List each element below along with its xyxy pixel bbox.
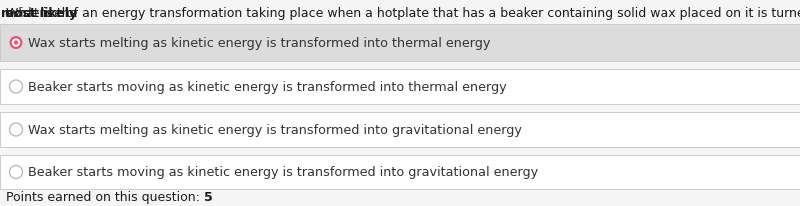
Text: What is the: What is the xyxy=(6,7,82,20)
Text: 5: 5 xyxy=(204,191,213,204)
Text: Wax starts melting as kinetic energy is transformed into gravitational energy: Wax starts melting as kinetic energy is … xyxy=(28,123,522,136)
FancyBboxPatch shape xyxy=(0,155,800,189)
FancyBboxPatch shape xyxy=(0,112,800,147)
Text: Beaker starts moving as kinetic energy is transformed into gravitational energy: Beaker starts moving as kinetic energy i… xyxy=(28,166,538,179)
Text: Points earned on this question:: Points earned on this question: xyxy=(6,191,204,204)
FancyBboxPatch shape xyxy=(0,70,800,104)
Text: Beaker starts moving as kinetic energy is transformed into thermal energy: Beaker starts moving as kinetic energy i… xyxy=(28,81,506,94)
Circle shape xyxy=(10,81,22,94)
Circle shape xyxy=(12,39,20,47)
Circle shape xyxy=(10,166,22,179)
Text: Wax starts melting as kinetic energy is transformed into thermal energy: Wax starts melting as kinetic energy is … xyxy=(28,37,490,50)
Text: most likely: most likely xyxy=(1,7,77,20)
Text: evidence of an energy transformation taking place when a hotplate that has a bea: evidence of an energy transformation tak… xyxy=(1,7,800,20)
Circle shape xyxy=(10,37,22,50)
FancyBboxPatch shape xyxy=(0,25,800,62)
Circle shape xyxy=(10,123,22,136)
Circle shape xyxy=(14,41,18,46)
